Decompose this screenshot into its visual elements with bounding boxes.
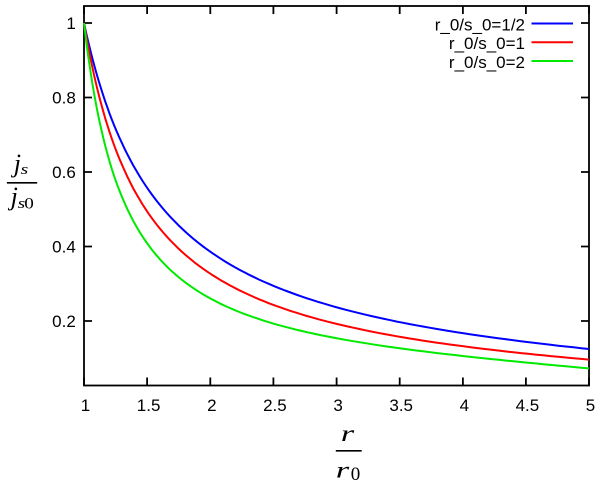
svg-text:r_0/s_0=1/2: r_0/s_0=1/2 xyxy=(435,16,525,35)
svg-text:3: 3 xyxy=(333,396,342,415)
svg-text:4: 4 xyxy=(460,396,469,415)
svg-text:r: r xyxy=(341,421,355,446)
svg-text:r: r xyxy=(336,458,350,483)
svg-text:s: s xyxy=(21,161,29,177)
svg-text:2.5: 2.5 xyxy=(263,396,287,415)
svg-text:1: 1 xyxy=(66,14,75,33)
svg-text:4.5: 4.5 xyxy=(516,396,540,415)
svg-text:0.4: 0.4 xyxy=(52,238,76,257)
svg-text:0: 0 xyxy=(351,464,361,485)
svg-text:1.5: 1.5 xyxy=(137,396,161,415)
svg-text:r_0/s_0=1: r_0/s_0=1 xyxy=(449,34,525,53)
svg-text:j: j xyxy=(11,149,21,178)
svg-text:0.2: 0.2 xyxy=(52,312,76,331)
svg-text:0: 0 xyxy=(24,194,34,212)
svg-text:5: 5 xyxy=(586,396,595,415)
svg-text:j: j xyxy=(8,182,18,211)
svg-text:0.8: 0.8 xyxy=(52,89,76,108)
svg-text:2: 2 xyxy=(207,396,216,415)
svg-text:r_0/s_0=2: r_0/s_0=2 xyxy=(449,53,525,72)
svg-text:s: s xyxy=(18,195,26,211)
svg-text:3.5: 3.5 xyxy=(389,396,413,415)
svg-text:1: 1 xyxy=(81,396,90,415)
svg-text:0.6: 0.6 xyxy=(52,163,76,182)
